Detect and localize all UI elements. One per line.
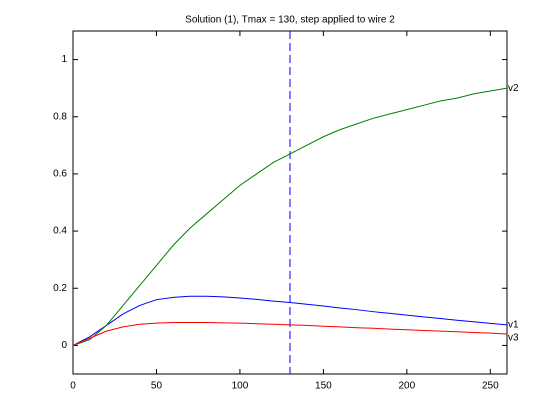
x-tick-label: 250	[482, 381, 499, 392]
y-tick-label: 0.2	[53, 283, 67, 294]
series-label: v1	[508, 319, 519, 330]
y-tick-label: 0.4	[53, 226, 67, 237]
y-tick-label: 0	[61, 340, 67, 351]
chart-title: Solution (1), Tmax = 130, step applied t…	[185, 15, 395, 26]
y-tick-label: 1	[61, 54, 67, 65]
x-tick-label: 150	[315, 381, 332, 392]
x-tick-label: 200	[399, 381, 416, 392]
x-tick-label: 0	[70, 381, 76, 392]
x-tick-label: 100	[232, 381, 249, 392]
x-tick-label: 50	[151, 381, 163, 392]
series-label: v2	[508, 83, 519, 94]
y-tick-label: 0.6	[53, 169, 67, 180]
y-tick-label: 0.8	[53, 111, 67, 122]
series-label: v3	[508, 333, 519, 344]
